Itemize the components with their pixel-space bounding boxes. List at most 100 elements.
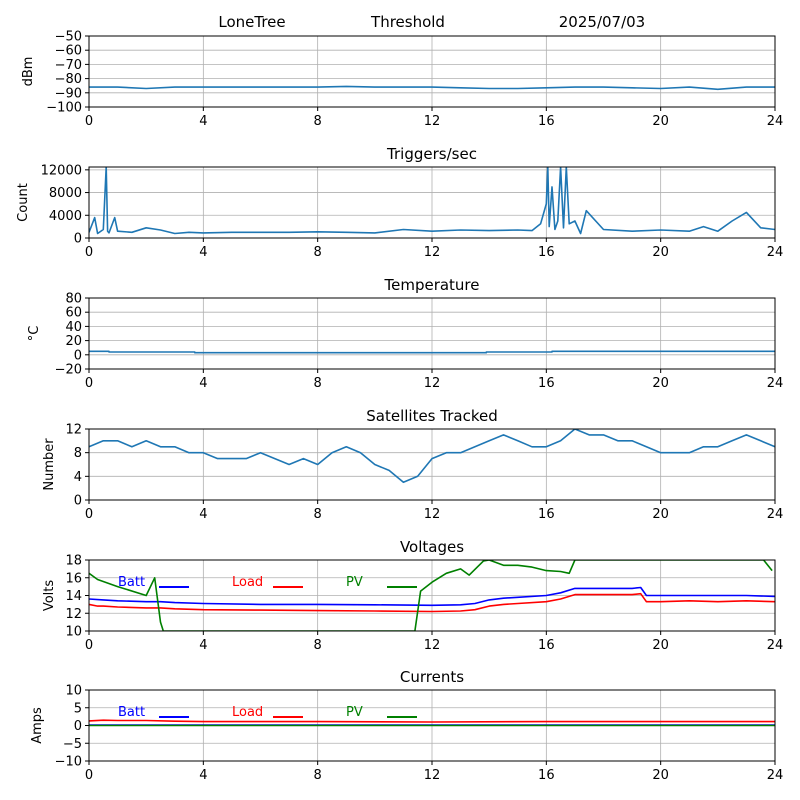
y-axis-label: °C <box>27 326 42 342</box>
y-tick-label: 12000 <box>41 163 82 178</box>
y-tick-label: 0 <box>74 232 82 247</box>
series-line-batt <box>89 586 775 607</box>
legend-label-batt: Batt <box>118 705 145 720</box>
series-group <box>89 85 775 91</box>
y-tick-label: −50 <box>55 30 82 45</box>
x-tick-label: 16 <box>538 768 555 783</box>
panel-title: Voltages <box>400 538 464 556</box>
series-line-load <box>89 719 775 723</box>
x-tick-label: 20 <box>652 114 669 129</box>
y-tick-label: 8 <box>74 446 82 461</box>
y-tick-label: 10 <box>65 625 82 640</box>
y-tick-label: 0 <box>74 494 82 509</box>
series-group <box>89 560 775 631</box>
legend: Batt Load PV <box>118 705 417 720</box>
x-tick-label: 24 <box>767 768 784 783</box>
grid <box>88 35 776 108</box>
x-tick-label: 4 <box>199 114 207 129</box>
x-tick-label: 8 <box>314 507 322 522</box>
y-tick-label: 16 <box>65 571 82 586</box>
x-tick-label: 8 <box>314 768 322 783</box>
y-tick-label: 8000 <box>49 186 82 201</box>
panel-title: Currents <box>400 668 464 686</box>
x-tick-label: 8 <box>314 638 322 653</box>
x-tick-label: 24 <box>767 114 784 129</box>
x-tick-label: 24 <box>767 507 784 522</box>
legend: Batt Load PV <box>118 575 417 590</box>
series-group <box>89 429 775 484</box>
y-tick-label: −90 <box>55 86 82 101</box>
y-tick-label: 14 <box>65 589 82 604</box>
y-tick-label: −5 <box>63 737 82 752</box>
grid <box>88 167 776 239</box>
panel-5: 0 4 8 12 16 20 24 10 12 14 16 18 Voltages Volts Batt Lo… <box>42 538 783 653</box>
x-tick-label: 20 <box>652 768 669 783</box>
y-tick-label: 4 <box>74 470 82 485</box>
x-tick-label: 24 <box>767 376 784 391</box>
panel-2: 0 4 8 12 16 20 24 0 4000 8000 12000 Triggers/sec Cou… <box>16 145 783 260</box>
mode-label: Threshold <box>370 13 445 31</box>
legend-label-load: Load <box>232 705 263 720</box>
x-tick-label: 12 <box>424 376 441 391</box>
y-tick-label: 60 <box>65 306 82 321</box>
legend-label-load: Load <box>232 575 263 590</box>
x-tick-label: 4 <box>199 245 207 260</box>
y-tick-label: 0 <box>74 348 82 363</box>
y-tick-label: 0 <box>74 719 82 734</box>
x-tick-label: 20 <box>652 507 669 522</box>
x-tick-label: 24 <box>767 638 784 653</box>
y-tick-label: 12 <box>65 607 82 622</box>
series-group <box>89 719 775 727</box>
panel-title: Triggers/sec <box>386 145 477 163</box>
y-tick-label: −60 <box>55 44 82 59</box>
x-tick-label: 16 <box>538 376 555 391</box>
y-tick-label: −80 <box>55 72 82 87</box>
y-tick-label: 20 <box>65 334 82 349</box>
x-tick-label: 24 <box>767 245 784 260</box>
series-line <box>89 429 775 484</box>
series-line <box>89 350 775 354</box>
legend-label-pv: PV <box>346 705 363 720</box>
x-tick-label: 0 <box>85 245 93 260</box>
x-tick-label: 20 <box>652 245 669 260</box>
y-axis-label: Volts <box>42 580 57 612</box>
date-label: 2025/07/03 <box>559 13 645 31</box>
x-tick-label: 20 <box>652 376 669 391</box>
x-tick-label: 12 <box>424 245 441 260</box>
y-tick-label: 40 <box>65 320 82 335</box>
y-tick-label: 80 <box>65 292 82 307</box>
series-line <box>89 85 775 91</box>
x-tick-label: 4 <box>199 638 207 653</box>
x-tick-label: 8 <box>314 114 322 129</box>
x-tick-label: 0 <box>85 376 93 391</box>
series-line-pv <box>89 560 773 631</box>
x-tick-label: 12 <box>424 114 441 129</box>
y-tick-label: 4000 <box>49 209 82 224</box>
panel-title: Satellites Tracked <box>366 407 497 425</box>
legend-label-batt: Batt <box>118 575 145 590</box>
station-name: LoneTree <box>218 13 285 31</box>
y-axis-label: dBm <box>21 57 36 87</box>
x-tick-label: 12 <box>424 507 441 522</box>
y-tick-label: −10 <box>55 755 82 770</box>
x-tick-label: 4 <box>199 507 207 522</box>
y-tick-label: 12 <box>65 423 82 438</box>
x-tick-label: 8 <box>314 245 322 260</box>
y-tick-label: 18 <box>65 554 82 569</box>
panel-6: 0 4 8 12 16 20 24 −10 −5 0 5 10 Currents Amps Batt Load… <box>30 668 783 783</box>
x-tick-label: 0 <box>85 507 93 522</box>
x-tick-label: 12 <box>424 768 441 783</box>
series-line <box>89 167 775 235</box>
grid <box>88 428 776 501</box>
y-axis-label: Amps <box>30 707 45 744</box>
panel-1: 0 4 8 12 16 20 24 −100−90−80−70−60−50 dBm <box>21 30 783 130</box>
x-tick-label: 0 <box>85 638 93 653</box>
y-axis-label: Count <box>16 183 31 222</box>
x-tick-label: 0 <box>85 114 93 129</box>
series-group <box>89 350 775 354</box>
x-tick-label: 8 <box>314 376 322 391</box>
series-line-load <box>89 592 775 613</box>
